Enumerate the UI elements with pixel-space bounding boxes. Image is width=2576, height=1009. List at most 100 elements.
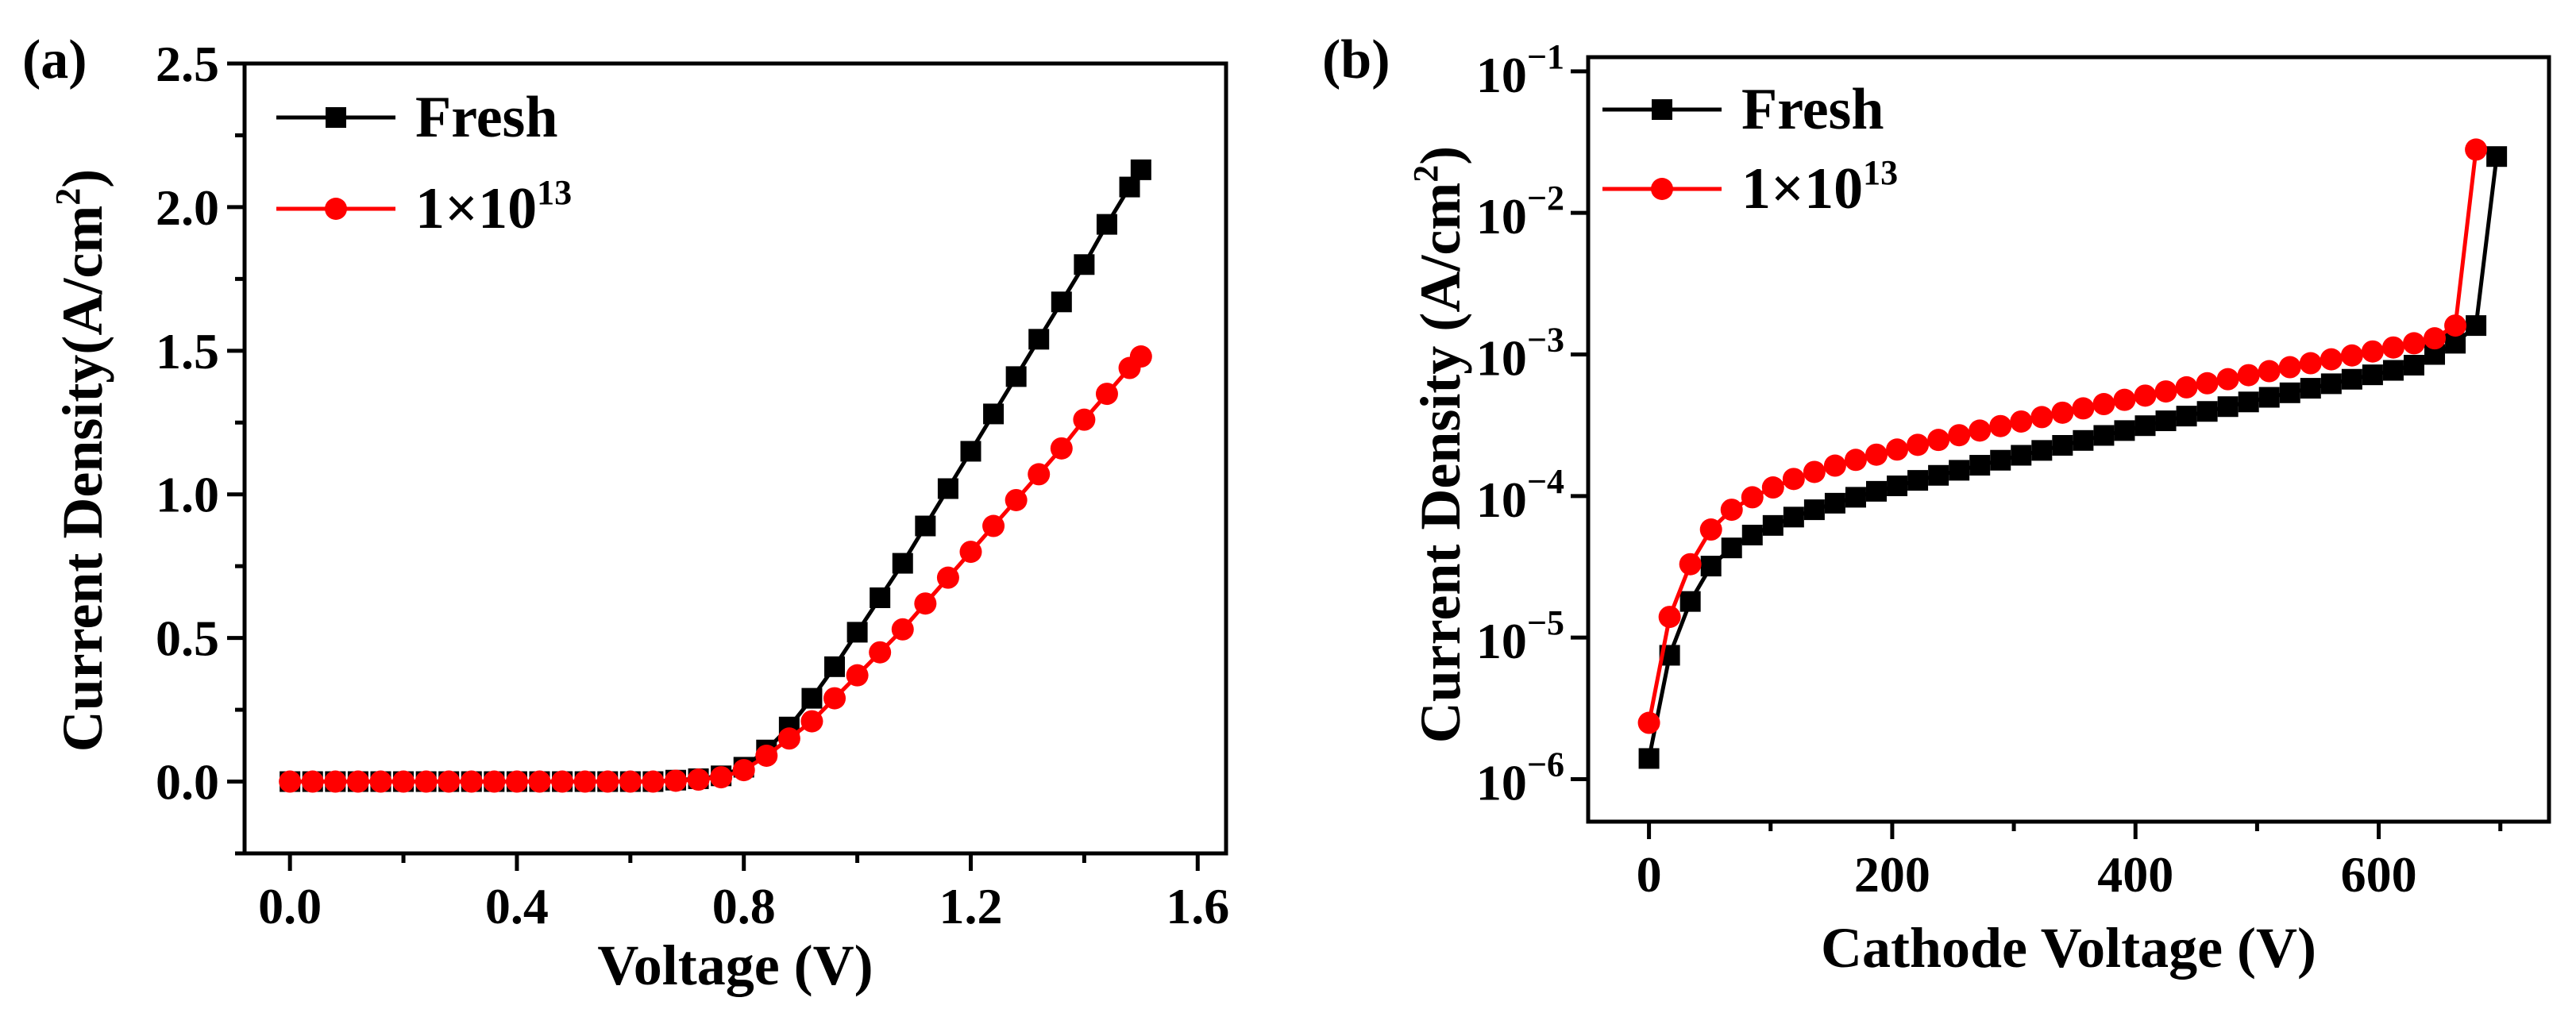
panel-b-series-1-point-39 [2444,314,2467,337]
panel-a-series-1-line [290,355,1143,784]
panel-b-series-1-point-38 [2424,327,2447,350]
panel-a-series-0-point-23 [801,687,823,709]
panel-b-series-0-point-7 [1783,506,1804,528]
panel-a-series-0-point-36 [1096,214,1117,235]
panel-a-series-1-point-13 [573,770,596,793]
panel-a-series-1-point-2 [324,770,347,793]
panel-b-series-1-point-13 [1907,433,1930,456]
panel-b-series-0-point-4 [1721,537,1742,559]
panel-a-series-0-point-38 [1130,159,1151,180]
panel-a-y-ticks: 0.0 0.5 1.0 1.5 2.0 2.5 [156,36,245,856]
panel-b-legend-marker-0 [1652,99,1672,120]
panel-b-series-1-point-33 [2320,348,2343,371]
panel-b-series-1-point-27 [2196,372,2219,395]
panel-b-series-1-point-37 [2402,332,2425,355]
panel-a-series-1-point-17 [664,769,687,792]
panel-b-series-0-point-28 [2217,396,2239,418]
panel-a-series-0-line [290,168,1143,784]
panel-b-series-0-point-35 [2362,364,2383,386]
panel-a-x-ticks: 0.0 0.4 0.8 1.2 1.6 [258,853,1229,934]
panel-a-y-tick-label-3: 1.5 [156,323,219,379]
panel-a-series-0-point-29 [937,478,958,499]
panel-b-series-1-point-3 [1699,518,1722,541]
panel-a-legend-label-1: 1×1013 [415,173,572,241]
panel-a: (a) 0.0 0.4 0.8 1.2 1.6 0.0 0.5 1.0 1.5 2.0 2.5 F… [22,29,1229,997]
panel-b-y-tick-base-3: 10 [1476,330,1527,387]
panel-a-y-title-close: ) [51,169,114,188]
panel-b-legend-label-1: 1×1013 [1741,153,1898,221]
panel-a-series-0-point-32 [1005,366,1027,387]
panel-b-series-0-point-15 [1949,460,1970,481]
panel-a-y-tick-label-4: 2.0 [156,179,219,236]
panel-b-series-1-point-4 [1720,499,1743,522]
panel-b-legend-sup-1: 13 [1863,153,1898,192]
panel-b-series-0-point-9 [1824,492,1845,514]
panel-b-series-0-point-29 [2238,391,2259,413]
panel-b-series-0-point-19 [2031,440,2053,461]
panel-b-series-1-point-10 [1844,449,1867,472]
panel-a-series-1-point-7 [438,770,461,793]
panel-a-series [279,159,1152,793]
panel-a-x-tick-label-2: 0.8 [712,878,776,934]
panel-b-y-tick-base-2: 10 [1476,472,1527,528]
panel-a-x-tick-label-4: 1.6 [1166,878,1229,934]
panel-b-y-title-close: ) [1409,146,1472,165]
panel-b-series-0-point-36 [2382,360,2404,381]
panel-a-label: (a) [22,29,87,91]
panel-b-series-0-point-8 [1803,499,1825,521]
panel-a-series-0-point-33 [1028,329,1050,350]
panel-b-y-ticks: 10−610−510−410−310−210−1 [1476,37,1588,811]
panel-b-legend-text-0: Fresh [1741,77,1884,142]
panel-a-series-1-point-8 [460,770,483,793]
panel-a-series-1-point-29 [936,566,959,589]
panel-b-series-0-point-33 [2320,373,2342,395]
panel-a-series-1-point-16 [642,770,665,793]
panel-b-x-tick-label-2: 400 [2097,846,2173,903]
panel-a-series-1-point-34 [1050,437,1073,460]
panel-b-y-tick-exp-1: −5 [1527,603,1564,642]
panel-a-series-1-point-24 [823,687,846,710]
panel-b-y-tick-label-3: 10−3 [1476,321,1564,387]
panel-b-series-1-point-34 [2340,344,2363,367]
panel-b-series-1-point-31 [2278,356,2301,379]
panel-a-series-1-point-19 [710,766,733,789]
panel-b-series-1-point-25 [2154,380,2177,403]
panel-a-y-tick-label-0: 0.0 [156,754,219,811]
panel-b-series-1-point-32 [2299,352,2322,375]
panel-b-series-0-point-23 [2114,420,2135,441]
panel-a-series-0-point-30 [960,441,981,462]
panel-a-y-axis-title: Current Density(A/cm2) [48,169,114,753]
panel-b-series-0-point-16 [1969,455,1991,476]
panel-b-y-tick-exp-2: −4 [1527,462,1564,501]
panel-a-series-0-point-31 [983,403,1005,425]
panel-b-y-tick-exp-0: −6 [1527,745,1564,784]
panel-a-series-1-point-23 [800,710,823,733]
panel-a-series-0-point-27 [892,553,913,574]
panel-a-series-1-point-26 [869,641,892,664]
panel-b-series-1-point-1 [1658,606,1681,629]
panel-a-series-1-point-15 [619,770,642,793]
panel-b-series-0-point-21 [2073,429,2094,451]
panel-b-series-0-point-20 [2052,435,2073,456]
panel-b-series-0-point-5 [1741,525,1763,546]
panel-b-series-1-point-28 [2216,368,2239,391]
panel-b-series-0-point-10 [1845,487,1866,508]
panel-b-series-1-point-40 [2465,138,2488,161]
panel-b-series-0-point-17 [1990,449,2011,471]
panel-b-series-1-point-17 [1989,414,2012,437]
panel-b-x-tick-label-0: 0 [1637,846,1662,903]
panel-a-legend-marker-0 [326,107,346,128]
panel-a-series-1-point-9 [483,770,506,793]
panel-b-y-title-sup: 2 [1406,165,1445,183]
panel-a-series-1-point-38 [1129,345,1152,368]
panel-a-series-1-point-14 [596,770,619,793]
panel-a-y-tick-label-1: 0.5 [156,610,219,667]
panel-b-series-0-point-37 [2403,355,2424,376]
panel-b-label: (b) [1322,29,1390,91]
panel-a-series-1-point-10 [505,770,528,793]
panel-a-series-1-point-1 [301,770,324,793]
panel-b-series-1-point-29 [2237,364,2260,387]
panel-b-y-tick-exp-4: −2 [1527,179,1564,218]
panel-a-y-title-sup: 2 [48,188,87,206]
